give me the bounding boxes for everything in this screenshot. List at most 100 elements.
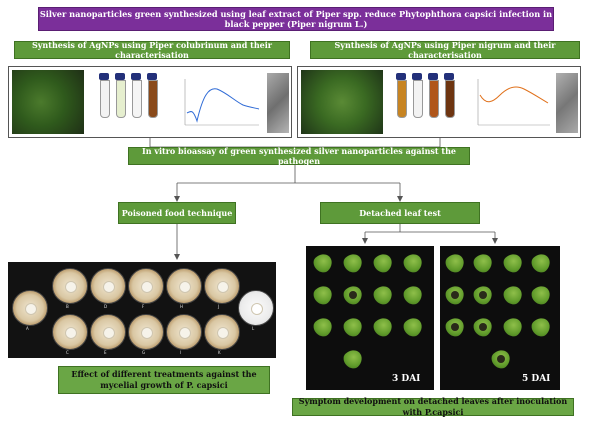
vial-cap bbox=[396, 73, 406, 80]
leaves-5dai-panel: 5 DAI bbox=[440, 246, 560, 390]
plate-label: D bbox=[104, 304, 108, 309]
mycelium-disc bbox=[25, 303, 37, 315]
left-uv-spectrum bbox=[179, 75, 263, 133]
plate-label: H bbox=[180, 304, 184, 309]
mycelium-disc bbox=[179, 281, 191, 293]
vial bbox=[148, 80, 158, 118]
mycelium-disc bbox=[65, 281, 77, 293]
plate-label: E bbox=[104, 350, 107, 355]
mycelium-disc bbox=[103, 327, 115, 339]
arrow-head bbox=[174, 254, 180, 260]
petri-plate bbox=[128, 268, 164, 304]
dai-5-label: 5 DAI bbox=[522, 374, 551, 384]
petri-plate bbox=[128, 314, 164, 350]
right-vials bbox=[394, 73, 464, 133]
mycelium-disc bbox=[217, 327, 229, 339]
mycelium-disc bbox=[65, 327, 77, 339]
plate-label: C bbox=[66, 350, 69, 355]
vial-cap bbox=[444, 73, 454, 80]
right-uv-spectrum bbox=[472, 75, 552, 133]
mycelium-disc bbox=[217, 281, 229, 293]
plate-label: I bbox=[180, 350, 182, 355]
arrow-head bbox=[397, 196, 403, 202]
symptom-caption: Symptom development on detached leaves a… bbox=[292, 396, 574, 417]
vial-cap bbox=[99, 73, 109, 80]
piper-colubrinum-photo bbox=[12, 70, 84, 134]
title-banner: Silver nanoparticles green synthesized u… bbox=[38, 7, 554, 31]
vial bbox=[445, 80, 455, 118]
leaf bbox=[500, 282, 526, 308]
plate-label: J bbox=[218, 304, 220, 309]
effect-caption-text: Effect of different treatments against t… bbox=[71, 369, 257, 390]
petri-plate bbox=[12, 290, 48, 326]
leaf bbox=[340, 346, 366, 372]
bioassay-text: In vitro bioassay of green synthesized s… bbox=[141, 146, 456, 166]
right-characterisation-panel bbox=[297, 66, 581, 138]
leaf bbox=[340, 314, 366, 340]
title-text: Silver nanoparticles green synthesized u… bbox=[39, 9, 553, 29]
mycelium-disc bbox=[141, 281, 153, 293]
mycelium-disc bbox=[103, 281, 115, 293]
spectrum-line bbox=[479, 86, 549, 104]
leaf bbox=[500, 250, 526, 276]
petri-plates-panel: A B D F H J L C E G I K bbox=[8, 262, 276, 358]
leaf bbox=[528, 314, 554, 340]
leaf-infected bbox=[470, 282, 496, 308]
leaf bbox=[370, 314, 396, 340]
leaf-infected bbox=[442, 314, 468, 340]
right-synthesis-text: Synthesis of AgNPs using Piper nigrum an… bbox=[334, 40, 556, 60]
detached-leaf-box: Detached leaf test bbox=[320, 202, 480, 224]
plate-label: F bbox=[142, 304, 145, 309]
vial bbox=[413, 80, 423, 118]
leaf bbox=[310, 314, 336, 340]
symptom-caption-text: Symptom development on detached leaves a… bbox=[298, 396, 568, 417]
right-sem-image bbox=[556, 73, 578, 133]
left-vials bbox=[97, 73, 167, 133]
petri-plate bbox=[52, 268, 88, 304]
poisoned-food-text: Poisoned food technique bbox=[121, 208, 233, 218]
plate-label: B bbox=[66, 304, 69, 309]
left-synthesis-text: Synthesis of AgNPs using Piper colubrinu… bbox=[32, 40, 272, 60]
detached-leaf-text: Detached leaf test bbox=[359, 208, 441, 218]
vial-cap bbox=[131, 73, 141, 80]
petri-plate bbox=[238, 290, 274, 326]
plate-label: A bbox=[26, 326, 29, 331]
plate-label: K bbox=[218, 350, 221, 355]
leaf-infected bbox=[470, 314, 496, 340]
dai-3-label: 3 DAI bbox=[392, 374, 421, 384]
left-characterisation-panel bbox=[8, 66, 292, 138]
piper-nigrum-photo bbox=[301, 70, 383, 134]
arrow-head bbox=[362, 238, 368, 244]
vial-cap bbox=[428, 73, 438, 80]
leaf bbox=[310, 282, 336, 308]
leaf bbox=[470, 250, 496, 276]
vial bbox=[429, 80, 439, 118]
effect-caption: Effect of different treatments against t… bbox=[58, 366, 270, 394]
leaf bbox=[400, 282, 426, 308]
left-synthesis-header: Synthesis of AgNPs using Piper colubrinu… bbox=[14, 40, 290, 60]
leaf bbox=[500, 314, 526, 340]
petri-plate bbox=[166, 314, 202, 350]
spectrum-bg bbox=[179, 75, 263, 133]
petri-plate bbox=[90, 268, 126, 304]
leaf bbox=[400, 250, 426, 276]
right-synthesis-header: Synthesis of AgNPs using Piper nigrum an… bbox=[310, 40, 580, 60]
leaf bbox=[442, 250, 468, 276]
leaf bbox=[370, 250, 396, 276]
petri-plate bbox=[204, 268, 240, 304]
bioassay-header: In vitro bioassay of green synthesized s… bbox=[128, 146, 470, 166]
leaf bbox=[400, 314, 426, 340]
vial-cap bbox=[412, 73, 422, 80]
petri-plate bbox=[52, 314, 88, 350]
vial bbox=[132, 80, 142, 118]
petri-plate bbox=[90, 314, 126, 350]
vial bbox=[116, 80, 126, 118]
mycelium-disc bbox=[179, 327, 191, 339]
spectrum-bg bbox=[472, 75, 552, 133]
petri-plate bbox=[204, 314, 240, 350]
poisoned-food-box: Poisoned food technique bbox=[118, 202, 236, 224]
left-sem-image bbox=[267, 73, 289, 133]
leaf bbox=[340, 250, 366, 276]
vial bbox=[397, 80, 407, 118]
leaf-infected bbox=[340, 282, 366, 308]
